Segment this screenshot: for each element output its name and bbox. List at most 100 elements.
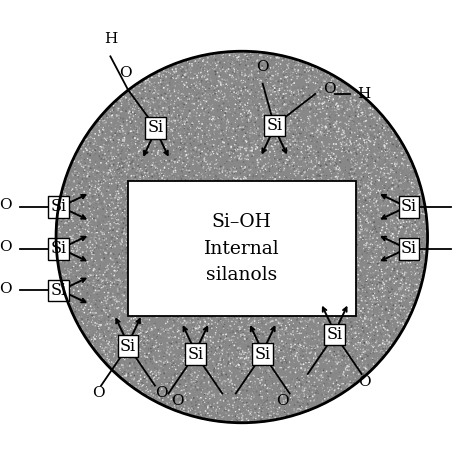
- Point: [188, 60, 196, 68]
- Point: [255, 82, 263, 90]
- Point: [281, 140, 288, 148]
- Point: [346, 288, 353, 296]
- Point: [316, 213, 323, 220]
- Point: [263, 72, 270, 80]
- Point: [354, 367, 361, 374]
- Point: [194, 106, 201, 114]
- Point: [295, 290, 302, 298]
- Point: [285, 232, 293, 240]
- Point: [350, 293, 357, 301]
- Point: [75, 315, 82, 323]
- Point: [328, 357, 336, 365]
- Point: [271, 241, 278, 248]
- Point: [251, 380, 258, 388]
- Point: [114, 182, 121, 190]
- Point: [135, 253, 142, 261]
- Point: [334, 207, 342, 215]
- Point: [324, 392, 331, 400]
- Point: [340, 168, 348, 176]
- Point: [255, 107, 262, 114]
- Point: [116, 173, 123, 181]
- Point: [127, 124, 135, 131]
- Point: [344, 180, 352, 188]
- Point: [78, 299, 86, 306]
- Point: [207, 102, 214, 110]
- Point: [203, 353, 210, 361]
- Point: [198, 383, 206, 391]
- Point: [393, 267, 401, 275]
- Point: [100, 124, 107, 131]
- Point: [279, 413, 287, 420]
- Point: [378, 173, 386, 180]
- Point: [137, 386, 144, 393]
- Point: [300, 216, 307, 223]
- Point: [115, 298, 123, 305]
- Point: [202, 173, 210, 181]
- Point: [319, 276, 327, 283]
- Point: [333, 381, 340, 388]
- Point: [273, 311, 281, 319]
- Point: [131, 176, 139, 184]
- Point: [116, 165, 123, 173]
- Point: [176, 202, 184, 210]
- Point: [211, 221, 219, 229]
- Point: [277, 249, 285, 257]
- Point: [161, 210, 169, 218]
- Point: [325, 153, 332, 161]
- Point: [155, 181, 163, 189]
- Point: [268, 382, 275, 389]
- Point: [410, 257, 417, 265]
- Point: [127, 277, 135, 285]
- Point: [242, 243, 249, 251]
- Point: [91, 166, 99, 174]
- Point: [140, 337, 147, 345]
- Point: [308, 137, 316, 145]
- Point: [365, 131, 372, 138]
- Point: [385, 251, 393, 259]
- Point: [317, 351, 324, 358]
- Point: [415, 199, 422, 206]
- Point: [404, 215, 412, 223]
- Point: [383, 275, 390, 283]
- Point: [350, 342, 357, 349]
- Point: [259, 178, 267, 185]
- Point: [243, 399, 251, 406]
- Point: [82, 229, 90, 237]
- Point: [419, 228, 427, 236]
- Point: [187, 301, 194, 308]
- Point: [335, 384, 342, 392]
- Point: [179, 287, 186, 295]
- Point: [222, 113, 229, 121]
- Point: [383, 346, 390, 354]
- Point: [319, 387, 326, 395]
- Point: [325, 81, 332, 88]
- Point: [98, 204, 105, 212]
- Point: [198, 157, 206, 165]
- Point: [250, 354, 257, 361]
- Point: [327, 396, 335, 403]
- Point: [191, 176, 199, 184]
- Point: [244, 101, 251, 109]
- Point: [295, 190, 303, 197]
- Point: [324, 372, 331, 380]
- Point: [334, 287, 341, 294]
- Point: [284, 324, 292, 332]
- Point: [153, 179, 161, 187]
- Point: [185, 169, 193, 176]
- Point: [335, 200, 343, 207]
- Point: [219, 398, 227, 405]
- Point: [196, 256, 204, 264]
- Point: [214, 301, 221, 309]
- Point: [288, 287, 296, 295]
- Point: [309, 201, 316, 209]
- Point: [243, 112, 250, 120]
- Point: [223, 180, 230, 187]
- Point: [325, 234, 333, 242]
- Point: [334, 348, 342, 356]
- Point: [397, 251, 405, 258]
- Point: [269, 234, 277, 241]
- Point: [210, 144, 218, 151]
- Point: [380, 187, 388, 195]
- Point: [316, 328, 324, 336]
- Point: [374, 284, 382, 292]
